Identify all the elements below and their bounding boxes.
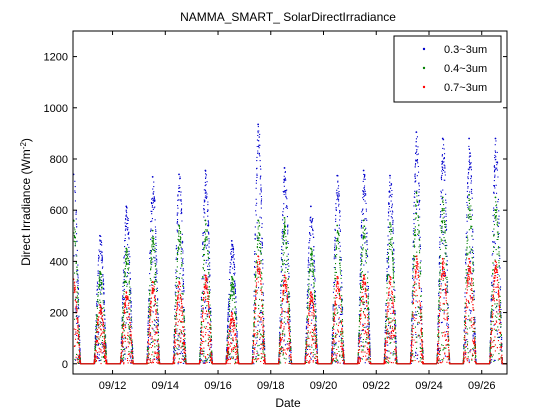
y-tick-label: 1000	[44, 103, 68, 115]
peak-point	[309, 247, 312, 250]
x-tick-label: 09/24	[415, 380, 443, 392]
peak-point	[309, 291, 312, 293]
x-tick-label: 09/12	[99, 380, 127, 392]
peak-point	[151, 280, 154, 283]
series-points	[73, 126, 508, 365]
peak-point	[99, 303, 101, 306]
peak-point	[283, 167, 286, 169]
peak-point	[389, 275, 391, 278]
y-tick-label: 200	[50, 308, 68, 320]
y-tick-label: 800	[50, 154, 68, 166]
peak-point	[204, 219, 207, 222]
legend-marker	[422, 47, 426, 51]
peak-point	[309, 205, 312, 208]
y-axis-title-end: )	[19, 138, 33, 142]
peak-point	[125, 247, 128, 250]
x-tick-label: 09/14	[152, 380, 180, 392]
peak-point	[441, 257, 444, 260]
legend-label: 0.3~3um	[444, 44, 487, 56]
peak-point	[151, 229, 154, 232]
peak-point	[415, 255, 418, 258]
x-tick-label: 09/22	[362, 380, 390, 392]
peak-point	[389, 222, 391, 224]
legend-box	[393, 35, 502, 103]
plot-frame	[72, 30, 508, 375]
peak-point	[468, 257, 470, 260]
peak-point	[257, 219, 260, 222]
peak-point	[336, 275, 339, 278]
peak-point	[389, 174, 391, 177]
legend-label: 0.7~3um	[444, 82, 487, 94]
peak-point	[99, 270, 101, 273]
peak-point	[204, 169, 207, 172]
y-tick-label: 600	[50, 205, 68, 217]
peak-point	[230, 311, 233, 314]
peak-point	[336, 174, 339, 177]
peak-point	[415, 131, 418, 134]
y-tick-label: 1200	[44, 52, 68, 64]
y-axis-title-main: Direct Irradiance (Wm	[19, 149, 33, 266]
peak-point	[99, 234, 101, 237]
peak-point	[415, 191, 418, 194]
x-axis: 09/12 09/14 09/16 09/18 09/20 09/22 09/24 09/26	[99, 31, 496, 392]
x-tick-label: 09/18	[257, 380, 285, 392]
peak-point	[125, 205, 128, 208]
x-tick-label: 09/20	[310, 380, 338, 392]
peak-point	[257, 123, 260, 126]
peak-point	[178, 280, 180, 283]
peak-point	[494, 137, 497, 140]
peak-point	[283, 274, 286, 277]
legend: 0.3~3um 0.4~3um 0.7~3um	[393, 35, 502, 103]
y-axis: 0 200 400 600 800 1000 1200	[44, 52, 507, 371]
peak-point	[178, 173, 180, 176]
peak-point	[230, 239, 233, 242]
series-points	[73, 256, 508, 365]
peak-point	[125, 291, 128, 293]
peak-point	[468, 193, 470, 196]
peak-point	[151, 176, 154, 178]
legend-marker	[422, 85, 426, 89]
peak-point	[468, 137, 470, 140]
peak-point	[336, 224, 339, 227]
peak-point	[494, 196, 497, 199]
peak-point	[362, 274, 365, 277]
y-tick-label: 0	[62, 359, 68, 371]
series-0.3~3um	[72, 123, 508, 365]
y-tick-label: 400	[50, 256, 68, 268]
peak-point	[283, 216, 286, 219]
legend-label: 0.4~3um	[444, 63, 487, 75]
peak-point	[178, 224, 180, 227]
peak-point	[362, 169, 365, 172]
chart-title: NAMMA_SMART_ SolarDirectIrradiance	[180, 10, 396, 24]
peak-point	[441, 137, 444, 140]
legend-marker	[422, 66, 426, 70]
peak-point	[230, 275, 233, 278]
x-tick-label: 09/16	[204, 380, 232, 392]
peak-point	[362, 219, 365, 222]
data-layer	[72, 123, 508, 365]
peak-point	[257, 255, 260, 258]
x-axis-title: Date	[275, 396, 301, 410]
y-axis-title-superscript: -2	[19, 142, 28, 150]
peak-point	[494, 260, 497, 263]
series-0.7~3um	[72, 255, 508, 365]
y-axis-title: Direct Irradiance (Wm-2)	[19, 138, 33, 266]
peak-point	[204, 274, 207, 277]
peak-point	[441, 196, 444, 199]
x-tick-label: 09/26	[468, 380, 496, 392]
